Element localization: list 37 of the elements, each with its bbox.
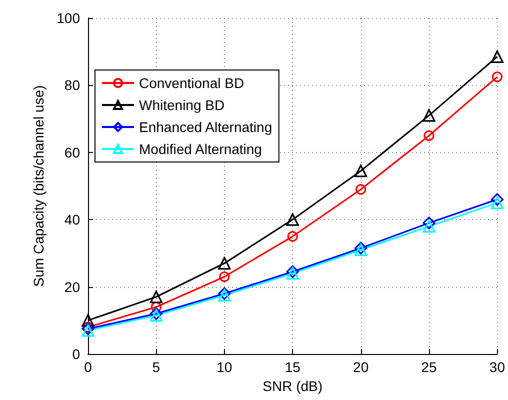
x-axis-title: SNR (dB) <box>262 378 323 394</box>
y-axis-title: Sum Capacity (bits/channel use) <box>30 85 47 287</box>
x-tick-label: 10 <box>216 359 232 375</box>
point <box>150 290 162 304</box>
point <box>286 213 299 226</box>
point <box>354 164 368 178</box>
point <box>219 271 230 282</box>
point <box>490 193 504 206</box>
point <box>490 50 504 63</box>
x-tick-label: 5 <box>152 359 160 375</box>
point <box>422 216 436 230</box>
legend-label: Enhanced Alternating <box>139 119 272 135</box>
legend-label: Whitening BD <box>139 97 225 113</box>
y-tick-label: 40 <box>64 212 80 228</box>
legend-label: Modified Alternating <box>139 141 262 157</box>
x-tick-label: 25 <box>421 359 438 375</box>
point <box>424 130 434 141</box>
x-tick-label: 15 <box>284 359 301 375</box>
point <box>492 72 503 82</box>
point <box>287 231 298 242</box>
point <box>422 109 436 122</box>
point <box>218 256 231 270</box>
point <box>150 302 162 312</box>
x-tick-label: 30 <box>489 359 506 375</box>
y-tick-label: 60 <box>64 144 80 160</box>
point <box>82 314 94 327</box>
point <box>82 322 94 332</box>
point <box>356 184 366 195</box>
y-tick-label: 0 <box>72 346 80 362</box>
x-tick-label: 0 <box>84 359 92 375</box>
point <box>422 220 436 233</box>
y-tick-label: 20 <box>64 278 80 295</box>
legend-label: Conventional BD <box>139 75 244 91</box>
y-tick-label: 80 <box>64 77 80 94</box>
x-tick-label: 20 <box>353 359 369 375</box>
point <box>490 196 504 210</box>
y-tick-label: 100 <box>56 10 80 26</box>
